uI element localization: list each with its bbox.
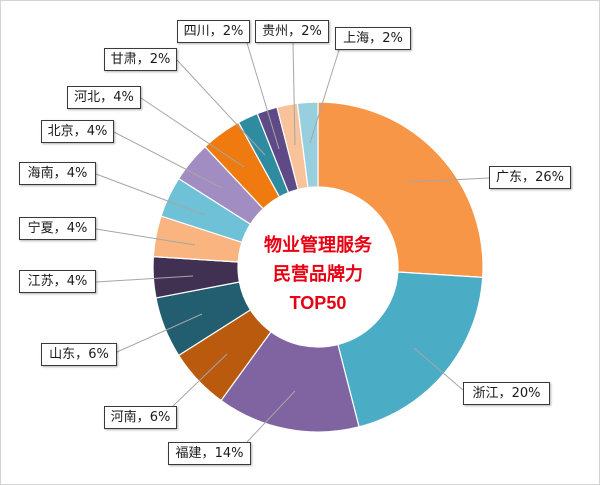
data-label-value: 4 <box>66 221 75 236</box>
data-label-unit: % <box>157 410 171 425</box>
data-label-name: 海南 <box>27 166 54 181</box>
data-label-unit: % <box>230 24 244 39</box>
chart-title-line-2: 民营品牌力 <box>273 264 363 284</box>
data-label-sichuan: 四川，2% <box>177 20 250 43</box>
data-label-value: 4 <box>66 166 75 181</box>
data-label-unit: % <box>157 52 171 67</box>
data-label-name: 四川 <box>183 24 210 39</box>
data-label-name: 甘肃 <box>110 52 137 67</box>
data-label-value: 6 <box>88 347 97 362</box>
leader-lines <box>95 42 490 443</box>
chart-title-line-3: TOP50 <box>289 293 347 313</box>
data-label-value: 4 <box>66 274 75 289</box>
leader-line-guangdong <box>408 177 490 183</box>
data-label-separator: ， <box>136 52 150 67</box>
data-label-unit: % <box>96 347 109 362</box>
data-label-value: 14 <box>214 446 232 461</box>
leader-line-henan <box>172 353 228 407</box>
donut-slice-shanghai <box>296 101 319 189</box>
data-label-value: 26 <box>535 170 552 185</box>
data-label-value: 2 <box>149 52 158 67</box>
data-label-name: 山东 <box>49 347 76 362</box>
data-label-value: 2 <box>301 24 310 39</box>
data-label-jiangsu: 江苏，4% <box>19 270 96 293</box>
data-label-name: 上海 <box>343 31 370 46</box>
leader-line-jiangsu <box>95 275 194 283</box>
data-label-name: 河南 <box>110 410 137 425</box>
leader-line-fujian <box>246 390 296 443</box>
data-label-fujian: 福建，14% <box>168 442 251 465</box>
leader-line-guizhou <box>292 42 296 146</box>
data-label-separator: ， <box>288 24 302 39</box>
leader-line-shandong <box>116 313 203 353</box>
data-label-unit: % <box>74 274 88 289</box>
data-label-value: 2 <box>382 31 391 46</box>
data-label-guangdong: 广东，26% <box>489 166 571 189</box>
chart-title-line-1: 物业管理服务 <box>264 235 372 255</box>
data-label-ningxia: 宁夏，4% <box>19 217 96 240</box>
leader-line-ningxia <box>95 228 196 246</box>
leader-line-gansu <box>176 59 266 156</box>
data-label-gansu: 甘肃，2% <box>104 48 177 71</box>
chart-title: 物业管理服务 民营品牌力 TOP50 <box>218 231 418 318</box>
data-label-zhejiang: 浙江，20% <box>463 382 550 405</box>
data-label-unit: % <box>309 24 322 39</box>
data-label-name: 福建 <box>175 446 202 461</box>
leader-line-hainan <box>95 173 206 216</box>
data-label-henan: 河南，6% <box>104 406 177 429</box>
data-label-shanghai: 上海，2% <box>335 27 411 50</box>
data-label-separator: ， <box>369 31 383 46</box>
data-label-unit: % <box>231 446 244 461</box>
data-label-guizhou: 贵州，2% <box>255 20 329 43</box>
data-label-separator: ， <box>75 347 89 362</box>
data-label-separator: ， <box>209 24 223 39</box>
data-label-unit: % <box>94 124 108 139</box>
data-label-unit: % <box>74 166 88 181</box>
data-label-unit: % <box>74 221 88 236</box>
leader-line-beijing <box>113 131 223 189</box>
donut-slice-zhejiang <box>337 271 484 428</box>
data-label-value: 2 <box>222 24 231 39</box>
data-label-separator: ， <box>53 221 67 236</box>
data-label-name: 浙江 <box>472 386 499 401</box>
data-label-separator: ， <box>201 446 215 461</box>
donut-slice-guangdong <box>317 101 484 278</box>
data-label-name: 江苏 <box>27 274 54 289</box>
data-label-shandong: 山东，6% <box>41 343 117 366</box>
data-label-separator: ， <box>53 166 67 181</box>
data-label-value: 20 <box>511 386 529 401</box>
data-label-separator: ， <box>498 386 512 401</box>
data-label-name: 北京 <box>47 124 74 139</box>
data-label-name: 广东 <box>496 170 523 185</box>
donut-slices <box>152 101 484 433</box>
data-label-separator: ， <box>522 170 536 185</box>
data-label-name: 宁夏 <box>27 221 54 236</box>
leader-line-zhejiang <box>413 347 464 391</box>
data-label-separator: ， <box>73 124 87 139</box>
data-label-hebei: 河北，4% <box>67 86 141 109</box>
leader-line-shanghai <box>309 49 340 144</box>
data-label-separator: ， <box>136 410 150 425</box>
data-label-hainan: 海南，4% <box>19 162 96 185</box>
data-label-beijing: 北京，4% <box>41 120 114 143</box>
data-label-unit: % <box>390 31 403 46</box>
leader-line-sichuan <box>246 42 280 150</box>
data-label-name: 贵州 <box>262 24 289 39</box>
data-label-value: 4 <box>86 124 95 139</box>
data-label-name: 河北 <box>74 90 101 105</box>
data-label-separator: ， <box>100 90 114 105</box>
leader-line-hebei <box>140 97 245 168</box>
data-label-unit: % <box>551 170 564 185</box>
data-label-unit: % <box>121 90 134 105</box>
data-label-separator: ， <box>53 274 67 289</box>
data-label-value: 6 <box>149 410 158 425</box>
data-label-value: 4 <box>113 90 122 105</box>
data-label-unit: % <box>528 386 541 401</box>
